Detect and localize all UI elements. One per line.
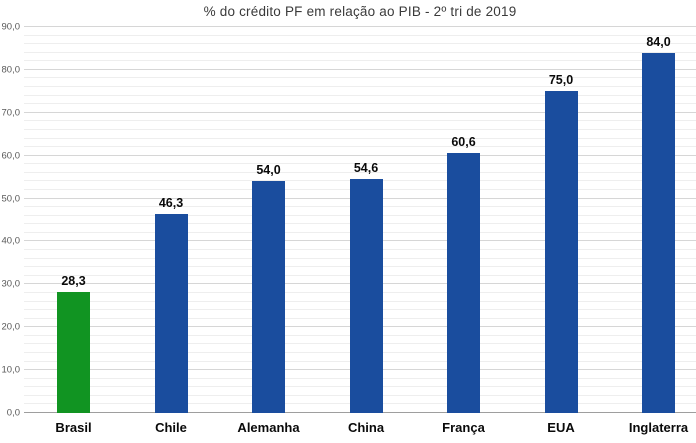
category-label-alemanha: Alemanha	[237, 420, 300, 435]
major-gridline	[24, 68, 696, 70]
minor-gridline	[24, 86, 696, 88]
bar-brasil	[57, 291, 90, 413]
bar-value-label: 54,0	[256, 163, 281, 178]
category-label-chile: Chile	[155, 420, 187, 435]
bar-alemanha	[252, 181, 285, 413]
bar-value-label: 54,6	[353, 160, 379, 175]
minor-gridline	[24, 120, 696, 122]
bar-inglaterra	[642, 52, 675, 413]
bar-value-label: 60,6	[451, 135, 476, 150]
minor-gridline	[24, 34, 696, 36]
category-label-china: China	[347, 420, 385, 435]
bar-eua	[544, 91, 578, 413]
category-label-frança: França	[442, 420, 485, 435]
major-gridline	[24, 154, 696, 156]
chart-title: % do crédito PF em relação ao PIB - 2º t…	[203, 4, 517, 19]
y-tick-label: 40,0	[1, 235, 21, 247]
category-label-brasil: Brasil	[55, 420, 92, 435]
minor-gridline	[24, 60, 696, 62]
y-tick-label: 0,0	[6, 407, 20, 419]
major-gridline	[24, 26, 696, 27]
y-tick-label: 70,0	[1, 107, 21, 119]
minor-gridline	[24, 146, 696, 148]
y-axis-tick-labels: 0,0 10,0 20,0 30,0 40,0 50,0 60,0 70,0 80,0 90,0	[0, 22, 21, 419]
bar-frança	[447, 153, 480, 413]
minor-gridline	[24, 103, 696, 105]
minor-gridline	[24, 137, 696, 139]
y-tick-label: 30,0	[1, 278, 21, 290]
bar-chile	[154, 214, 188, 413]
y-tick-label: 60,0	[1, 150, 21, 162]
y-tick-label: 50,0	[1, 193, 21, 205]
bar-value-label: 84,0	[646, 34, 671, 49]
y-tick-label: 90,0	[1, 21, 21, 33]
category-label-eua: EUA	[547, 420, 575, 435]
bar-value-label: 46,3	[158, 196, 184, 211]
plot-area: 28,3 46,3 54,0 54,6 60,6 75,0 84,0	[24, 26, 696, 413]
y-tick-label: 80,0	[1, 64, 21, 76]
bar-value-label: 28,3	[61, 273, 86, 288]
minor-gridline	[24, 43, 696, 45]
category-label-inglaterra: Inglaterra	[628, 420, 689, 435]
minor-gridline	[24, 77, 696, 79]
minor-gridline	[24, 128, 696, 130]
minor-gridline	[24, 51, 696, 53]
x-axis-category-labels: Brasil Chile Alemanha China França EUA Inglate…	[0, 417, 696, 443]
minor-gridline	[24, 171, 696, 173]
bar-value-label: 75,0	[548, 73, 574, 88]
y-tick-label: 20,0	[1, 321, 21, 333]
minor-gridline	[24, 94, 696, 96]
bar-china	[349, 178, 383, 413]
major-gridline	[24, 111, 696, 113]
y-tick-label: 10,0	[1, 364, 21, 376]
minor-gridline	[24, 163, 696, 165]
